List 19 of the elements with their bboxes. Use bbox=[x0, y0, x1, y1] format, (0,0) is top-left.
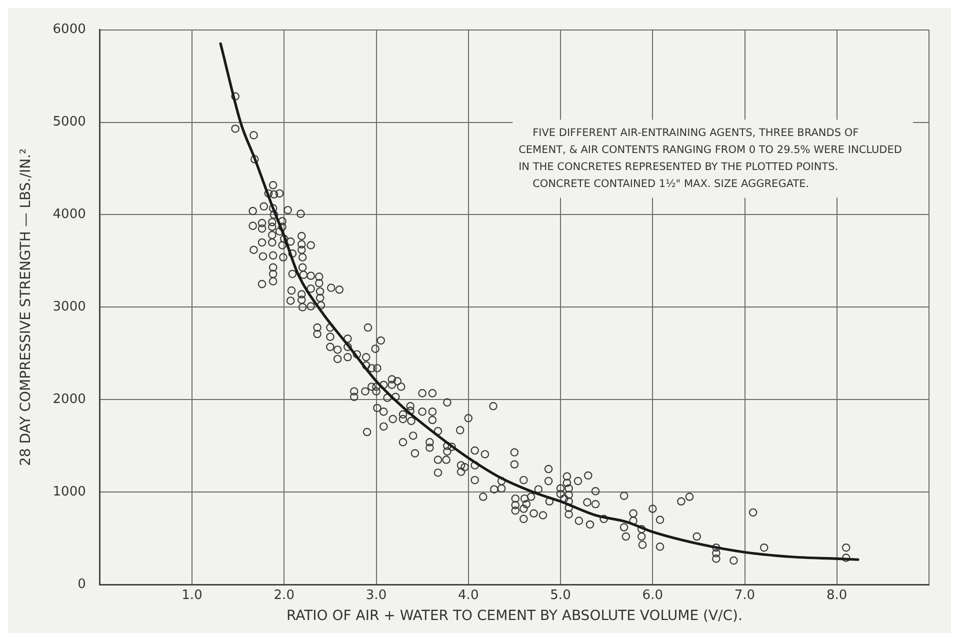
y-axis-title: 28 DAY COMPRESSIVE STRENGTH — LBS./IN.² bbox=[18, 148, 34, 466]
x-tick-label: 7.0 bbox=[734, 588, 756, 603]
y-tick-label: 1000 bbox=[52, 484, 86, 500]
x-axis-title: RATIO OF AIR + WATER TO CEMENT BY ABSOLUTE VOLUME (V/C). bbox=[286, 608, 742, 624]
x-tick-label: 2.0 bbox=[274, 588, 294, 603]
x-tick-label: 4.0 bbox=[458, 588, 479, 603]
x-tick-label: 6.0 bbox=[642, 588, 663, 603]
y-tick-label: 3000 bbox=[52, 300, 86, 315]
annotation: CONCRETE CONTAINED 1½" MAX. SIZE AGGREGATE. bbox=[532, 178, 810, 190]
x-tick-label: 1.0 bbox=[182, 588, 202, 603]
y-tick-label: 6000 bbox=[52, 22, 86, 38]
y-tick-label: 5000 bbox=[52, 114, 86, 130]
x-tick-label: 5.0 bbox=[550, 588, 571, 603]
y-tick-label: 2000 bbox=[52, 392, 86, 408]
y-tick-label: 0 bbox=[78, 576, 86, 592]
x-tick-label: 3.0 bbox=[366, 588, 387, 603]
annotation: FIVE DIFFERENT AIR-ENTRAINING AGENTS, THREE BRANDS OF CEMENT, & AIR CONTENTS RANGING FROM 0 TO 29.5% WERE INCLUDED IN THE CONCRETES REPRESENTED BY THE PLOTTED POINTS. bbox=[518, 126, 902, 173]
y-tick-label: 4000 bbox=[52, 207, 86, 222]
x-tick-label: 8.0 bbox=[826, 588, 848, 603]
